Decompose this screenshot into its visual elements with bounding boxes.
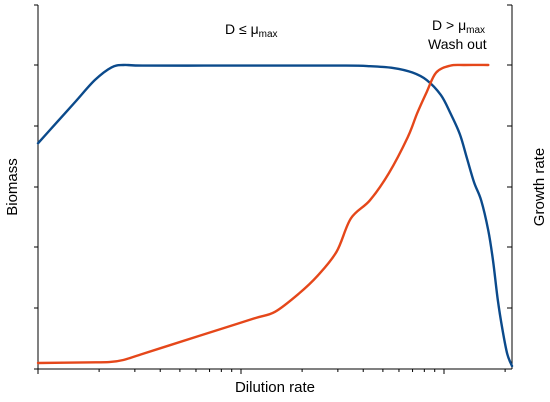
x-axis-ticks: [37, 369, 506, 374]
biomass-line: [36, 63, 514, 368]
left-axis-ticks: [34, 4, 38, 370]
x-axis-title: Dilution rate: [235, 379, 315, 396]
y-axis-title: Biomass: [4, 158, 21, 216]
growth-rate-line: [36, 63, 490, 365]
annotation-washout: D > μmax: [432, 17, 485, 36]
right-axis-ticks: [507, 4, 512, 370]
y2-axis-title: Growth rate: [531, 148, 548, 226]
series-layer: [36, 63, 514, 368]
annotation-washout-label: Wash out: [428, 36, 487, 52]
annotation-steady-state: D ≤ μmax: [225, 21, 278, 40]
